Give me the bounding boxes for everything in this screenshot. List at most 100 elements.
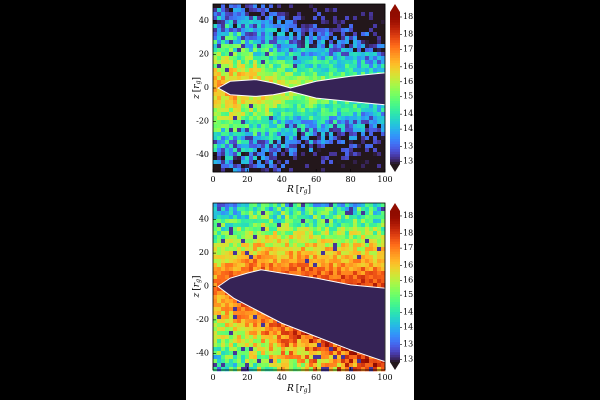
field-cell xyxy=(233,251,238,256)
field-cell xyxy=(225,100,230,105)
field-cell xyxy=(289,343,294,348)
field-cell xyxy=(309,36,314,41)
field-cell xyxy=(237,243,242,248)
bracket: ] xyxy=(307,185,311,195)
field-cell xyxy=(225,128,230,133)
field-cell xyxy=(261,215,266,220)
field-cell xyxy=(333,203,338,208)
field-cell xyxy=(289,168,294,173)
field-cell xyxy=(377,68,382,73)
field-cell xyxy=(273,164,278,169)
field-cell xyxy=(289,227,294,232)
field-cell xyxy=(213,40,218,45)
field-cell xyxy=(345,271,350,276)
field-cell xyxy=(225,148,230,153)
colorbar-segment xyxy=(390,105,400,109)
field-cell xyxy=(345,160,350,165)
field-cell xyxy=(273,255,278,260)
field-cell xyxy=(349,231,354,236)
field-cell xyxy=(265,28,270,33)
field-cell xyxy=(257,136,262,141)
field-cell xyxy=(305,367,310,372)
field-cell xyxy=(213,303,218,308)
field-cell xyxy=(317,148,322,153)
field-cell xyxy=(305,215,310,220)
field-cell xyxy=(313,140,318,145)
field-cell xyxy=(361,219,366,224)
field-cell xyxy=(257,339,262,344)
field-cell xyxy=(269,267,274,272)
field-cell xyxy=(249,96,254,101)
field-cell xyxy=(349,235,354,240)
field-cell xyxy=(357,156,362,161)
field-cell xyxy=(353,223,358,228)
field-cell xyxy=(365,32,370,37)
field-cell xyxy=(345,251,350,256)
field-cell xyxy=(325,132,330,137)
field-cell xyxy=(253,259,258,264)
field-cell xyxy=(257,319,262,324)
field-cell xyxy=(241,124,246,129)
field-cell xyxy=(337,164,342,169)
field-cell xyxy=(341,168,346,173)
field-cell xyxy=(365,52,370,57)
field-cell xyxy=(373,275,378,280)
field-cell xyxy=(237,76,242,81)
field-cell xyxy=(225,359,230,364)
field-cell xyxy=(321,152,326,157)
field-cell xyxy=(245,343,250,348)
colorbar-segment xyxy=(390,351,400,355)
field-cell xyxy=(349,4,354,9)
field-cell xyxy=(281,112,286,117)
field-cell xyxy=(333,100,338,105)
field-cell xyxy=(305,152,310,157)
field-cell xyxy=(373,40,378,45)
field-cell xyxy=(329,128,334,133)
field-cell xyxy=(365,144,370,149)
field-cell xyxy=(377,56,382,61)
field-cell xyxy=(285,156,290,161)
field-cell xyxy=(221,152,226,157)
field-cell xyxy=(237,271,242,276)
field-cell xyxy=(377,359,382,364)
field-cell xyxy=(253,239,258,244)
field-cell xyxy=(225,323,230,328)
field-cell xyxy=(285,215,290,220)
colorbar-segment xyxy=(390,266,400,270)
field-cell xyxy=(373,156,378,161)
field-cell xyxy=(345,68,350,73)
field-cell xyxy=(237,315,242,320)
field-cell xyxy=(361,271,366,276)
field-cell xyxy=(269,160,274,165)
field-cell xyxy=(357,207,362,212)
field-cell xyxy=(257,156,262,161)
field-cell xyxy=(357,247,362,252)
field-cell xyxy=(253,335,258,340)
colorbar-segment xyxy=(390,311,400,315)
field-cell xyxy=(233,12,238,17)
field-cell xyxy=(317,60,322,65)
field-cell xyxy=(225,56,230,61)
field-cell xyxy=(281,160,286,165)
field-cell xyxy=(321,343,326,348)
field-cell xyxy=(365,8,370,13)
field-cell xyxy=(257,367,262,372)
field-cell xyxy=(325,72,330,77)
colorbar-segment xyxy=(390,62,400,66)
field-cell xyxy=(241,52,246,57)
colorbar-segment xyxy=(390,276,400,280)
field-cell xyxy=(221,68,226,73)
field-cell xyxy=(289,235,294,240)
field-cell xyxy=(321,48,326,53)
field-cell xyxy=(293,152,298,157)
field-cell xyxy=(313,239,318,244)
field-cell xyxy=(269,40,274,45)
field-cell xyxy=(317,40,322,45)
field-cell xyxy=(221,136,226,141)
field-cell xyxy=(261,156,266,161)
field-cell xyxy=(305,128,310,133)
field-cell xyxy=(285,80,290,85)
field-cell xyxy=(225,223,230,228)
field-cell xyxy=(221,148,226,153)
field-cell xyxy=(269,347,274,352)
